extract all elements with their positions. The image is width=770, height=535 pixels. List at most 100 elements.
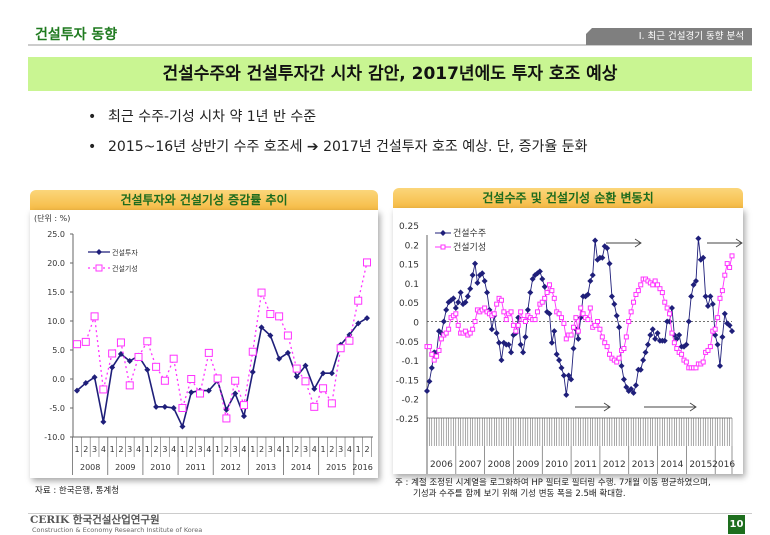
data-point-investment: [144, 366, 151, 373]
quarter-label: 4: [241, 445, 246, 454]
data-point-gisung: [578, 305, 584, 311]
data-point-orders: [488, 326, 495, 333]
data-point-orders: [709, 301, 716, 308]
data-point-gisung: [628, 309, 634, 315]
data-point-orders: [618, 362, 625, 369]
chart-title-right: 건설수주 및 건설기성 순환 변동치: [393, 188, 743, 208]
data-point-investment: [249, 369, 256, 376]
data-point-gisung: [363, 258, 371, 267]
data-point-investment: [355, 320, 362, 327]
data-point-gisung: [434, 353, 440, 359]
quarter-label: 3: [233, 445, 238, 454]
data-point-gisung: [73, 340, 81, 349]
data-point-orders: [630, 389, 637, 396]
data-point-gisung: [522, 319, 528, 324]
bullet-text: 최근 수주-기성 시차 약 1년 반 수준: [108, 109, 317, 125]
data-point-gisung: [542, 295, 548, 301]
chart-title-left: 건설투자와 건설기성 증감률 추이: [30, 190, 378, 210]
data-point-orders: [469, 272, 476, 279]
quarter-label: 3: [197, 445, 202, 454]
data-point-orders: [616, 324, 623, 331]
data-point-gisung: [108, 349, 117, 358]
year-label: 2012: [221, 463, 241, 472]
data-point-gisung: [573, 315, 579, 321]
data-point-gisung: [717, 295, 723, 301]
data-point-orders: [700, 254, 707, 261]
arrow-head-icon: [735, 238, 743, 248]
data-point-gisung: [345, 336, 354, 345]
data-point-gisung: [292, 364, 301, 373]
data-point-gisung: [683, 359, 689, 365]
quarter-label: 4: [277, 445, 282, 454]
data-point-orders: [620, 376, 627, 383]
data-point-orders: [599, 254, 606, 261]
y-tick-label: -0.25: [396, 415, 419, 425]
source-note: 자료 : 한국은행, 통계청: [35, 486, 120, 496]
quarter-label: 2: [118, 445, 123, 454]
bullet-item: • 2015~16년 상반기 수주 호조세 ➔ 2017년 건설투자 호조 예상.…: [88, 139, 588, 155]
bullet-item: • 최근 수주-기성 시차 약 1년 반 수준: [88, 109, 317, 125]
data-point-gisung: [116, 338, 125, 347]
data-point-gisung: [204, 348, 213, 357]
data-point-gisung: [143, 337, 152, 346]
data-point-orders: [611, 301, 618, 308]
year-label: 2009: [516, 460, 539, 470]
data-point-orders: [695, 235, 702, 242]
unit-label: (단위 : %): [34, 213, 70, 223]
data-point-orders: [625, 387, 632, 394]
data-point-investment: [179, 423, 186, 430]
data-point-orders: [642, 349, 649, 356]
cerik-logo: CERIK 한국건설산업연구원 Construction & Economy R…: [30, 514, 202, 535]
data-point-orders: [628, 386, 635, 393]
data-point-orders: [685, 318, 692, 325]
data-point-gisung: [635, 288, 641, 294]
y-tick-label: 0.1: [405, 280, 419, 290]
quarter-label: 4: [101, 445, 106, 454]
year-label: 2008: [80, 463, 100, 472]
data-point-orders: [702, 293, 709, 300]
data-point-orders: [484, 289, 491, 296]
data-point-gisung: [160, 376, 169, 385]
data-point-gisung: [722, 272, 728, 278]
data-point-orders: [517, 341, 524, 348]
data-point-gisung: [587, 305, 593, 311]
data-point-gisung: [595, 319, 601, 324]
y-tick-label: 0.05: [399, 299, 419, 309]
data-point-orders: [524, 306, 531, 313]
data-point-investment: [311, 385, 318, 392]
footnote-line: 주 : 계절 조정된 시계열을 로그화하여 HP 필터로 필터링 수행. 7개월…: [395, 478, 711, 488]
data-point-investment: [100, 418, 107, 425]
y-tick-label: -0.1: [401, 357, 419, 367]
data-point-gisung: [90, 312, 99, 321]
series-line-investment: [76, 317, 368, 429]
data-point-orders: [479, 270, 486, 277]
data-point-gisung: [436, 347, 442, 353]
data-point-orders: [548, 339, 555, 346]
data-point-gisung: [169, 354, 178, 363]
data-point-gisung: [239, 401, 248, 410]
quarter-label: 3: [268, 445, 273, 454]
data-point-orders: [481, 277, 488, 284]
data-point-gisung: [494, 301, 500, 307]
data-point-orders: [539, 276, 546, 283]
quarter-label: 4: [347, 445, 352, 454]
data-point-orders: [568, 376, 575, 383]
data-point-gisung: [662, 299, 668, 305]
legend-marker: [440, 244, 446, 250]
data-point-orders: [608, 293, 615, 300]
data-point-gisung: [715, 315, 721, 321]
logo-text: CERIK 한국건설산업연구원: [30, 514, 160, 526]
y-tick-label: -5.0: [49, 404, 65, 413]
y-tick-label: 0.25: [399, 222, 419, 232]
data-point-gisung: [546, 282, 552, 288]
quarter-label: 2: [329, 445, 334, 454]
data-point-investment: [205, 387, 212, 394]
data-point-gisung: [501, 309, 507, 315]
data-point-gisung: [568, 332, 574, 338]
data-point-gisung: [599, 334, 605, 340]
data-point-gisung: [248, 347, 257, 356]
data-point-gisung: [669, 330, 675, 336]
data-point-gisung: [283, 331, 292, 340]
data-point-gisung: [455, 322, 461, 328]
